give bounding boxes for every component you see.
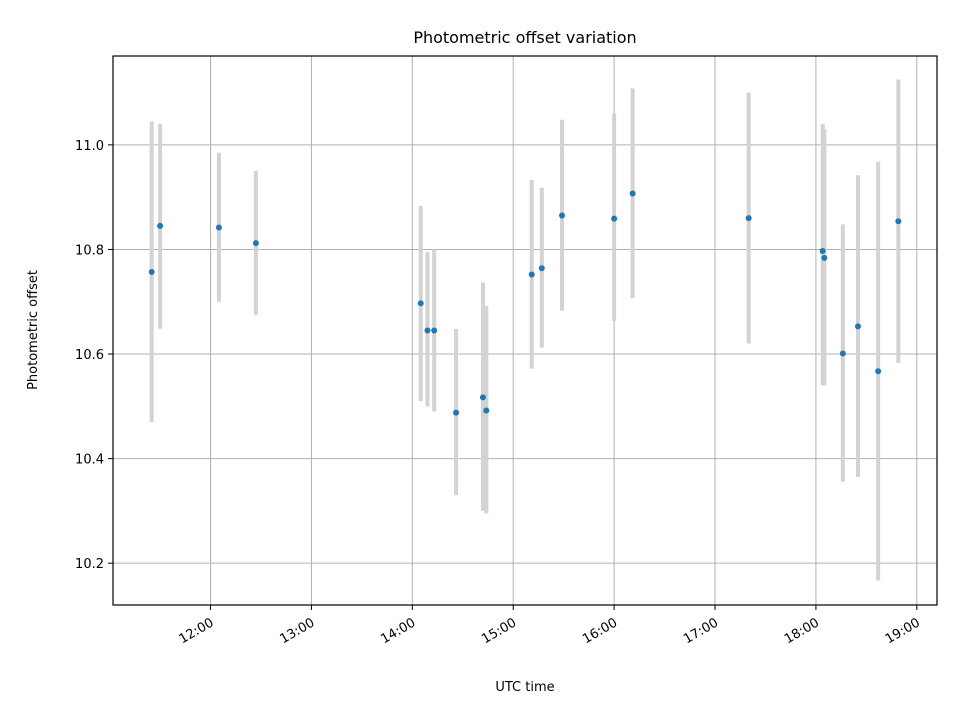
data-point xyxy=(819,248,826,255)
data-points xyxy=(148,190,902,416)
y-tick-label: 11.0 xyxy=(75,139,104,154)
grid-lines xyxy=(113,56,937,605)
data-point xyxy=(157,222,164,229)
data-point xyxy=(252,240,259,247)
plot-frame xyxy=(112,55,938,606)
y-tick-label: 10.4 xyxy=(75,453,104,468)
data-point xyxy=(839,350,846,357)
data-point xyxy=(424,327,431,334)
y-axis-label: Photometric offset xyxy=(26,270,41,390)
data-point xyxy=(629,190,636,197)
y-axis-ticks: 10.2 10.4 10.6 10.8 11.0 xyxy=(75,139,113,572)
data-point xyxy=(611,215,618,222)
data-point xyxy=(453,409,460,416)
data-point xyxy=(854,323,861,330)
data-point xyxy=(821,254,828,261)
data-point xyxy=(417,300,424,307)
y-tick-label: 10.6 xyxy=(75,348,104,363)
data-point xyxy=(745,215,752,222)
data-point xyxy=(479,394,486,401)
y-tick-label: 10.8 xyxy=(75,243,104,258)
data-point xyxy=(148,268,155,275)
data-point xyxy=(431,327,438,334)
data-point xyxy=(875,368,882,375)
y-tick-label: 10.2 xyxy=(75,557,104,572)
data-point xyxy=(483,407,490,414)
x-axis-label: UTC time xyxy=(495,680,554,695)
chart-title: Photometric offset variation xyxy=(413,28,636,47)
data-point xyxy=(215,224,222,231)
data-point xyxy=(528,271,535,278)
data-point xyxy=(895,218,902,225)
data-point xyxy=(538,265,545,272)
data-point xyxy=(558,212,565,219)
